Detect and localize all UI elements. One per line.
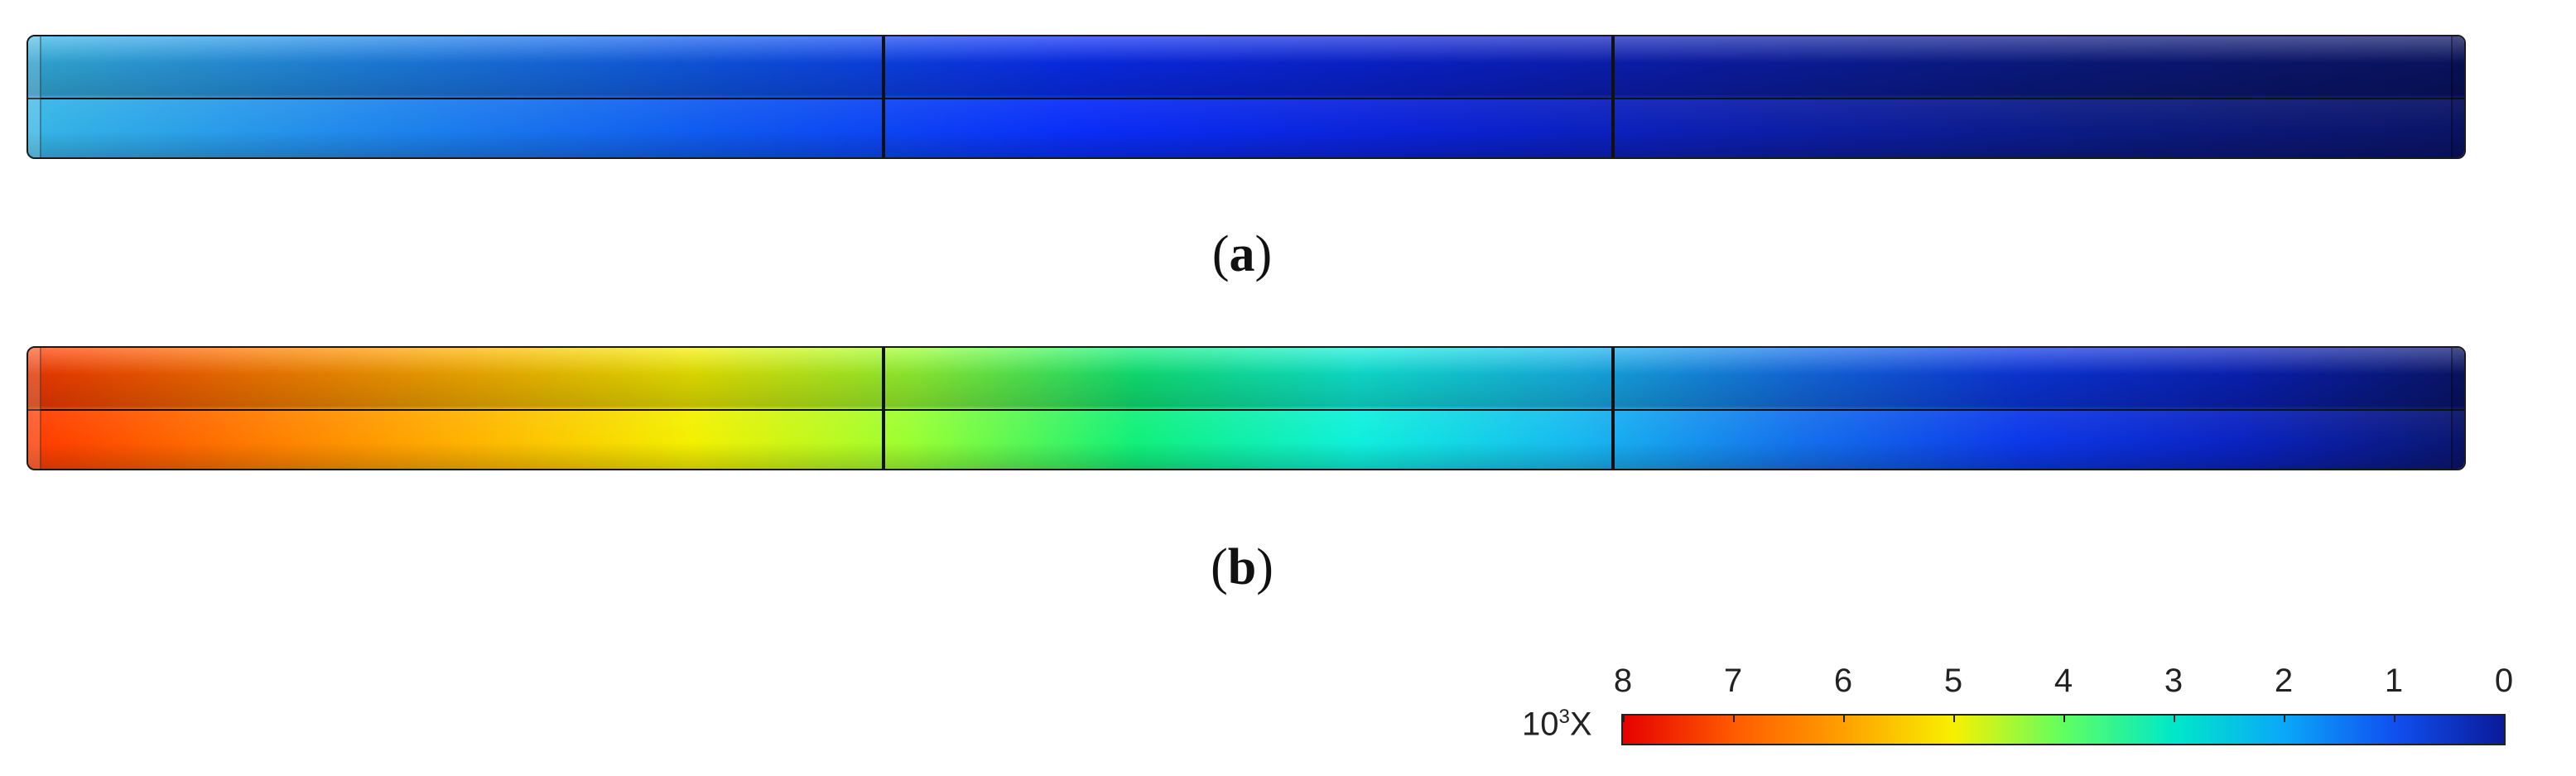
rod-b-joint-1 — [882, 348, 885, 469]
rod-a-centerline — [28, 98, 2464, 99]
rod-a — [26, 35, 2466, 159]
rod-b-right-cap — [2451, 348, 2464, 469]
legend-tick-mark — [1843, 716, 1845, 722]
rod-b-left-cap — [28, 348, 41, 469]
rod-a-left-cap — [28, 36, 41, 157]
rod-b-joint-2 — [1611, 348, 1615, 469]
legend-tick-mark — [2504, 716, 2506, 722]
legend-colorbar — [1621, 714, 2506, 745]
rod-b-shading — [28, 348, 2464, 469]
legend-tick-label: 6 — [1833, 663, 1853, 699]
rod-b — [26, 346, 2466, 470]
legend-tick-mark — [1733, 716, 1735, 722]
rod-a-shading — [28, 36, 2464, 157]
rod-a-joint-2 — [1611, 36, 1615, 157]
legend-tick-label: 8 — [1613, 663, 1633, 699]
legend-tick-mark — [2284, 716, 2285, 722]
rod-b-centerline — [28, 409, 2464, 411]
rod-a-right-cap — [2451, 36, 2464, 157]
legend-tick-mark — [1623, 716, 1625, 722]
legend-tick-label: 5 — [1943, 663, 1963, 699]
legend-tick-label: 1 — [2384, 663, 2404, 699]
legend-tick-label: 4 — [2054, 663, 2073, 699]
legend-tick-label: 0 — [2494, 663, 2514, 699]
legend-tick-label: 7 — [1723, 663, 1743, 699]
legend-unit-label: 103X — [1522, 706, 1592, 743]
rod-b-gradient — [28, 348, 2464, 469]
rod-a-joint-1 — [882, 36, 885, 157]
panel-label-a: (a) — [1211, 226, 1273, 282]
rod-a-gradient — [28, 36, 2464, 157]
panel-label-b: (b) — [1211, 539, 1274, 595]
legend-tick-label: 2 — [2274, 663, 2294, 699]
legend-tick-mark — [2394, 716, 2395, 722]
legend-tick-mark — [2174, 716, 2175, 722]
legend-tick-mark — [2063, 716, 2065, 722]
legend-tick-label: 3 — [2164, 663, 2184, 699]
legend-tick-mark — [1953, 716, 1955, 722]
